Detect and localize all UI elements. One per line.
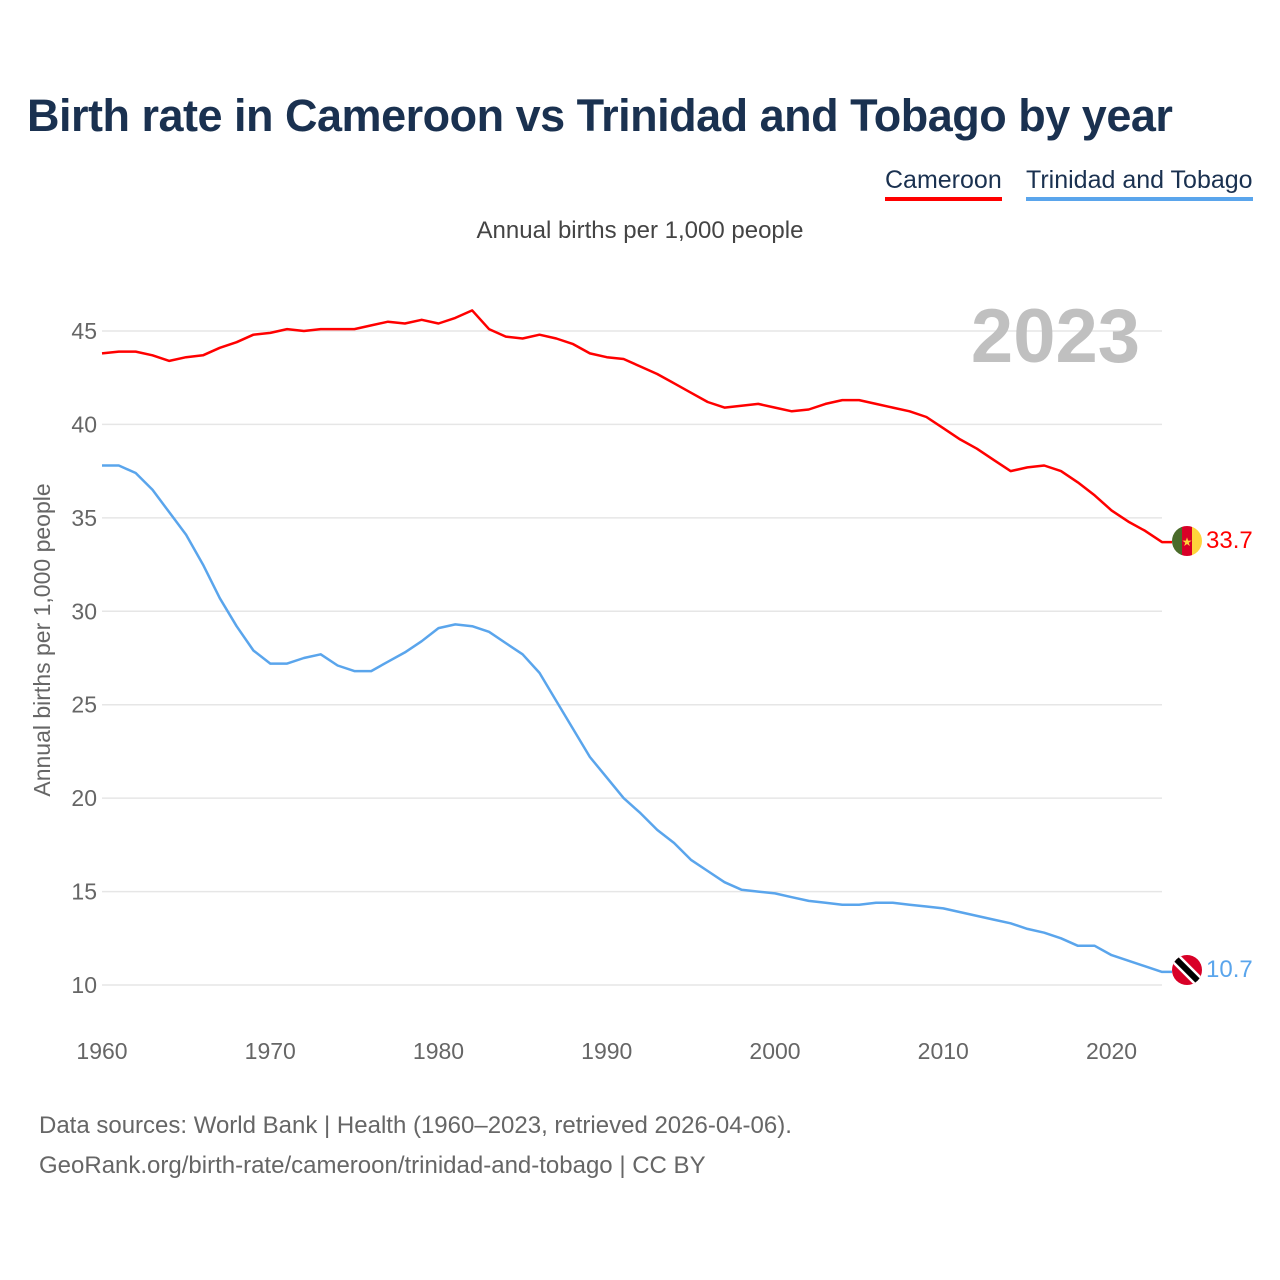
y-tick-label: 20 — [71, 785, 97, 811]
chart-title: Birth rate in Cameroon vs Trinidad and T… — [27, 90, 1173, 141]
chart-subtitle: Annual births per 1,000 people — [476, 217, 804, 244]
line-chart: 10 15 20 25 30 35 40 45 1960 1970 1980 1990 2000 2010… — [29, 294, 1253, 1064]
y-tick-label: 30 — [71, 598, 97, 624]
cameroon-flag-icon: ★ — [1172, 526, 1202, 556]
legend-item-cameroon[interactable]: Cameroon — [885, 166, 1002, 201]
source-url-text: GeoRank.org/birth-rate/cameroon/trinidad… — [39, 1152, 706, 1179]
y-tick-label: 10 — [71, 972, 97, 998]
year-watermark: 2023 — [971, 294, 1140, 379]
data-source-text: Data sources: World Bank | Health (1960–… — [39, 1112, 792, 1139]
x-tick-label: 1980 — [413, 1038, 464, 1064]
y-axis-label: Annual births per 1,000 people — [29, 483, 55, 796]
y-tick-label: 40 — [71, 411, 97, 437]
trinidad-and-tobago-flag-icon — [1172, 955, 1202, 985]
y-tick-label: 45 — [71, 318, 97, 344]
cameroon-end-label: 33.7 — [1206, 527, 1253, 554]
x-tick-label: 1960 — [76, 1038, 127, 1064]
x-tick-label: 1990 — [581, 1038, 632, 1064]
y-tick-label: 35 — [71, 505, 97, 531]
x-tick-label: 1970 — [245, 1038, 296, 1064]
trinidad-and-tobago-end-label: 10.7 — [1206, 956, 1253, 983]
x-tick-label: 2000 — [749, 1038, 800, 1064]
y-tick-label: 25 — [71, 692, 97, 718]
svg-text:★: ★ — [1182, 535, 1193, 549]
x-tick-label: 2020 — [1086, 1038, 1137, 1064]
y-tick-label: 15 — [71, 879, 97, 905]
footer: Data sources: World Bank | Health (1960–… — [39, 1106, 792, 1186]
series-line-trinidad-and-tobago[interactable] — [102, 464, 1172, 974]
series-line-cameroon[interactable] — [101, 309, 1172, 544]
x-tick-label: 2010 — [918, 1038, 969, 1064]
legend-item-trinidad-and-tobago[interactable]: Trinidad and Tobago — [1026, 166, 1253, 201]
